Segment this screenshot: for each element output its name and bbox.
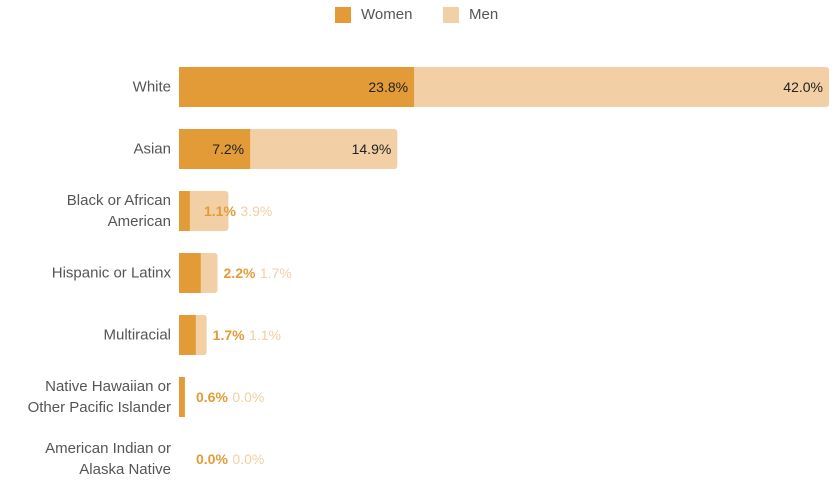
bar-men-black-or-african-american[interactable] (186, 191, 229, 231)
data-label-women-white: 23.8% (368, 79, 408, 95)
chart-legend: Women Men (0, 6, 835, 28)
bar-women-multiracial[interactable] (179, 315, 196, 355)
data-label-women-hispanic-or-latinx: 2.2% (224, 265, 256, 281)
category-label-asian: Asian (133, 141, 171, 158)
legend-swatch-women (335, 6, 351, 23)
category-label-native-hawaiian-or-other-pacific-islander-line-2: Other Pacific Islander (28, 399, 171, 416)
data-label-men-american-indian-or-alaska-native: 0.0% (232, 451, 264, 467)
legend-item-men[interactable]: Men (443, 6, 498, 23)
bar-men-hispanic-or-latinx[interactable] (197, 253, 218, 293)
bar-women-native-hawaiian-or-other-pacific-islander[interactable] (179, 377, 185, 417)
data-label-women-american-indian-or-alaska-native: 0.0% (196, 451, 228, 467)
category-label-black-or-african-american-line-2: American (108, 213, 171, 230)
data-label-men-native-hawaiian-or-other-pacific-islander: 0.0% (232, 389, 264, 405)
legend-label-women: Women (361, 6, 413, 23)
category-label-white: White (133, 79, 171, 96)
category-label-black-or-african-american-line-1: Black or African (67, 192, 171, 209)
data-label-men-multiracial: 1.1% (249, 327, 281, 343)
bar-women-white[interactable] (179, 67, 415, 107)
bar-men-multiracial[interactable] (192, 315, 207, 355)
data-label-women-multiracial: 1.7% (213, 327, 245, 343)
data-label-men-hispanic-or-latinx: 1.7% (260, 265, 292, 281)
bar-women-black-or-african-american[interactable] (179, 191, 190, 231)
category-label-multiracial: Multiracial (103, 327, 171, 344)
legend-swatch-men (443, 6, 459, 23)
category-label-native-hawaiian-or-other-pacific-islander-line-1: Native Hawaiian or (45, 378, 171, 395)
category-label-hispanic-or-latinx: Hispanic or Latinx (52, 265, 172, 282)
data-label-women-asian: 7.2% (212, 141, 244, 157)
data-label-women-native-hawaiian-or-other-pacific-islander: 0.6% (196, 389, 228, 405)
category-label-american-indian-or-alaska-native-line-1: American Indian or (45, 440, 171, 457)
category-label-american-indian-or-alaska-native-line-2: Alaska Native (79, 461, 171, 478)
data-label-women-black-or-african-american: 1.1% (204, 203, 236, 219)
bar-men-white[interactable] (411, 67, 829, 107)
bar-women-asian[interactable] (179, 129, 251, 169)
bar-men-asian[interactable] (247, 129, 398, 169)
data-label-men-white: 42.0% (783, 79, 823, 95)
bar-women-hispanic-or-latinx[interactable] (179, 253, 201, 293)
legend-label-men: Men (469, 6, 499, 23)
legend-item-women[interactable]: Women (335, 6, 412, 23)
data-label-men-asian: 14.9% (352, 141, 392, 157)
data-label-men-black-or-african-american: 3.9% (240, 203, 272, 219)
